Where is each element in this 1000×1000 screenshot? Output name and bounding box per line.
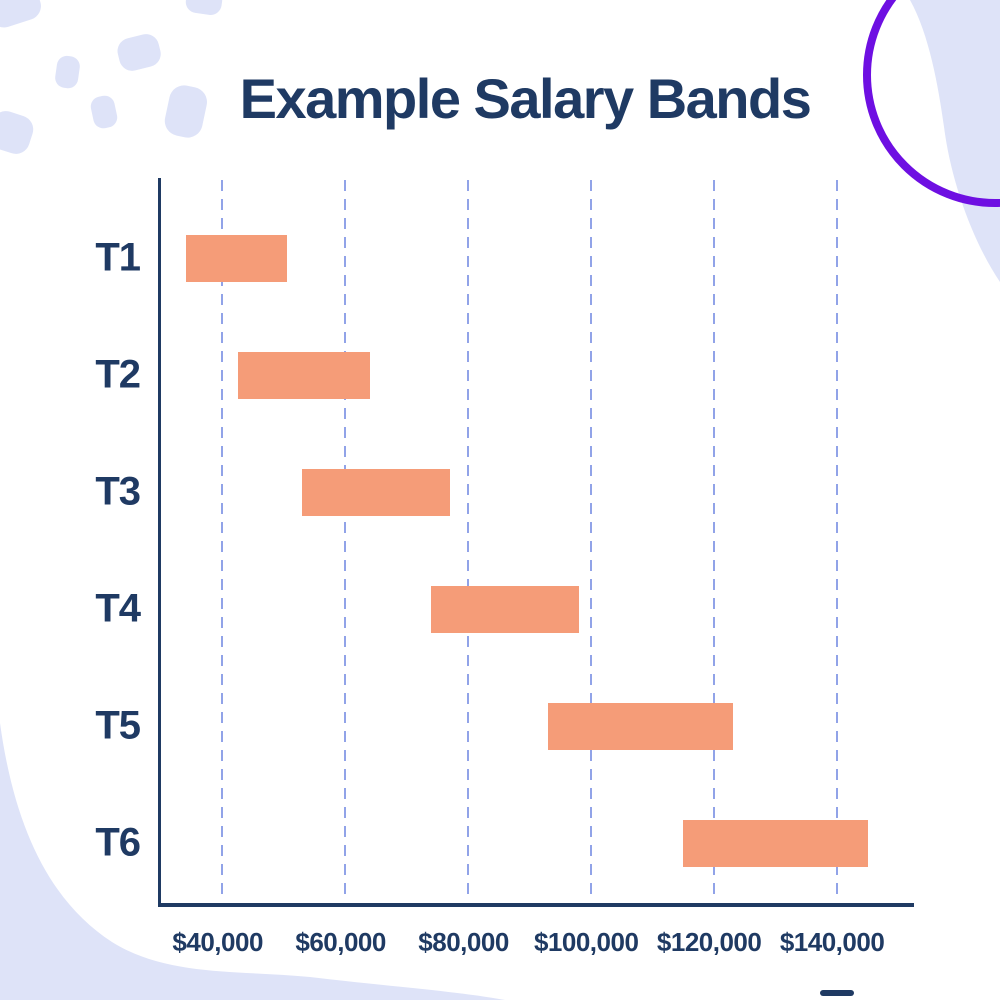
salary-band-bar-T1 xyxy=(185,234,287,282)
bottom-wave-blob-icon xyxy=(0,723,505,1000)
x-tick-label: $40,000 xyxy=(172,927,263,957)
y-category-label-T3: T3 xyxy=(95,469,141,514)
gridline xyxy=(344,180,347,901)
y-category-label-T5: T5 xyxy=(95,703,141,748)
gridline xyxy=(467,180,470,901)
pebble-blob-icon xyxy=(164,85,207,138)
gridline xyxy=(836,180,839,901)
purple-circle-outline-icon xyxy=(863,0,1000,207)
pebble-blob-icon xyxy=(0,111,34,154)
gridline xyxy=(590,180,593,901)
bottom-dash-icon xyxy=(820,990,854,996)
salary-band-bar-T2 xyxy=(237,351,370,399)
salary-band-bar-T6 xyxy=(683,819,868,867)
salary-band-bar-T4 xyxy=(431,585,579,633)
x-tick-label: $100,000 xyxy=(533,927,639,957)
pebble-blob-icon xyxy=(55,55,80,89)
x-tick-label: $140,000 xyxy=(779,927,885,957)
pebble-blob-icon xyxy=(185,0,223,15)
salary-band-bar-T3 xyxy=(302,468,450,516)
plot-area xyxy=(158,178,914,907)
pebble-blob-icon xyxy=(117,34,161,71)
corner-blob-icon xyxy=(910,0,1000,282)
x-tick-label: $60,000 xyxy=(295,927,386,957)
x-tick-label: $80,000 xyxy=(418,927,509,957)
gridline xyxy=(713,180,716,901)
y-category-label-T6: T6 xyxy=(95,820,141,865)
gridline xyxy=(221,180,224,901)
y-category-label-T4: T4 xyxy=(95,586,141,631)
salary-band-bar-T5 xyxy=(548,702,733,750)
y-category-label-T2: T2 xyxy=(95,352,141,397)
x-tick-label: $120,000 xyxy=(656,927,762,957)
chart-title: Example Salary Bands xyxy=(239,67,812,130)
pebble-blob-icon xyxy=(90,95,118,129)
y-category-label-T1: T1 xyxy=(95,235,141,280)
pebble-blob-icon xyxy=(0,0,41,28)
